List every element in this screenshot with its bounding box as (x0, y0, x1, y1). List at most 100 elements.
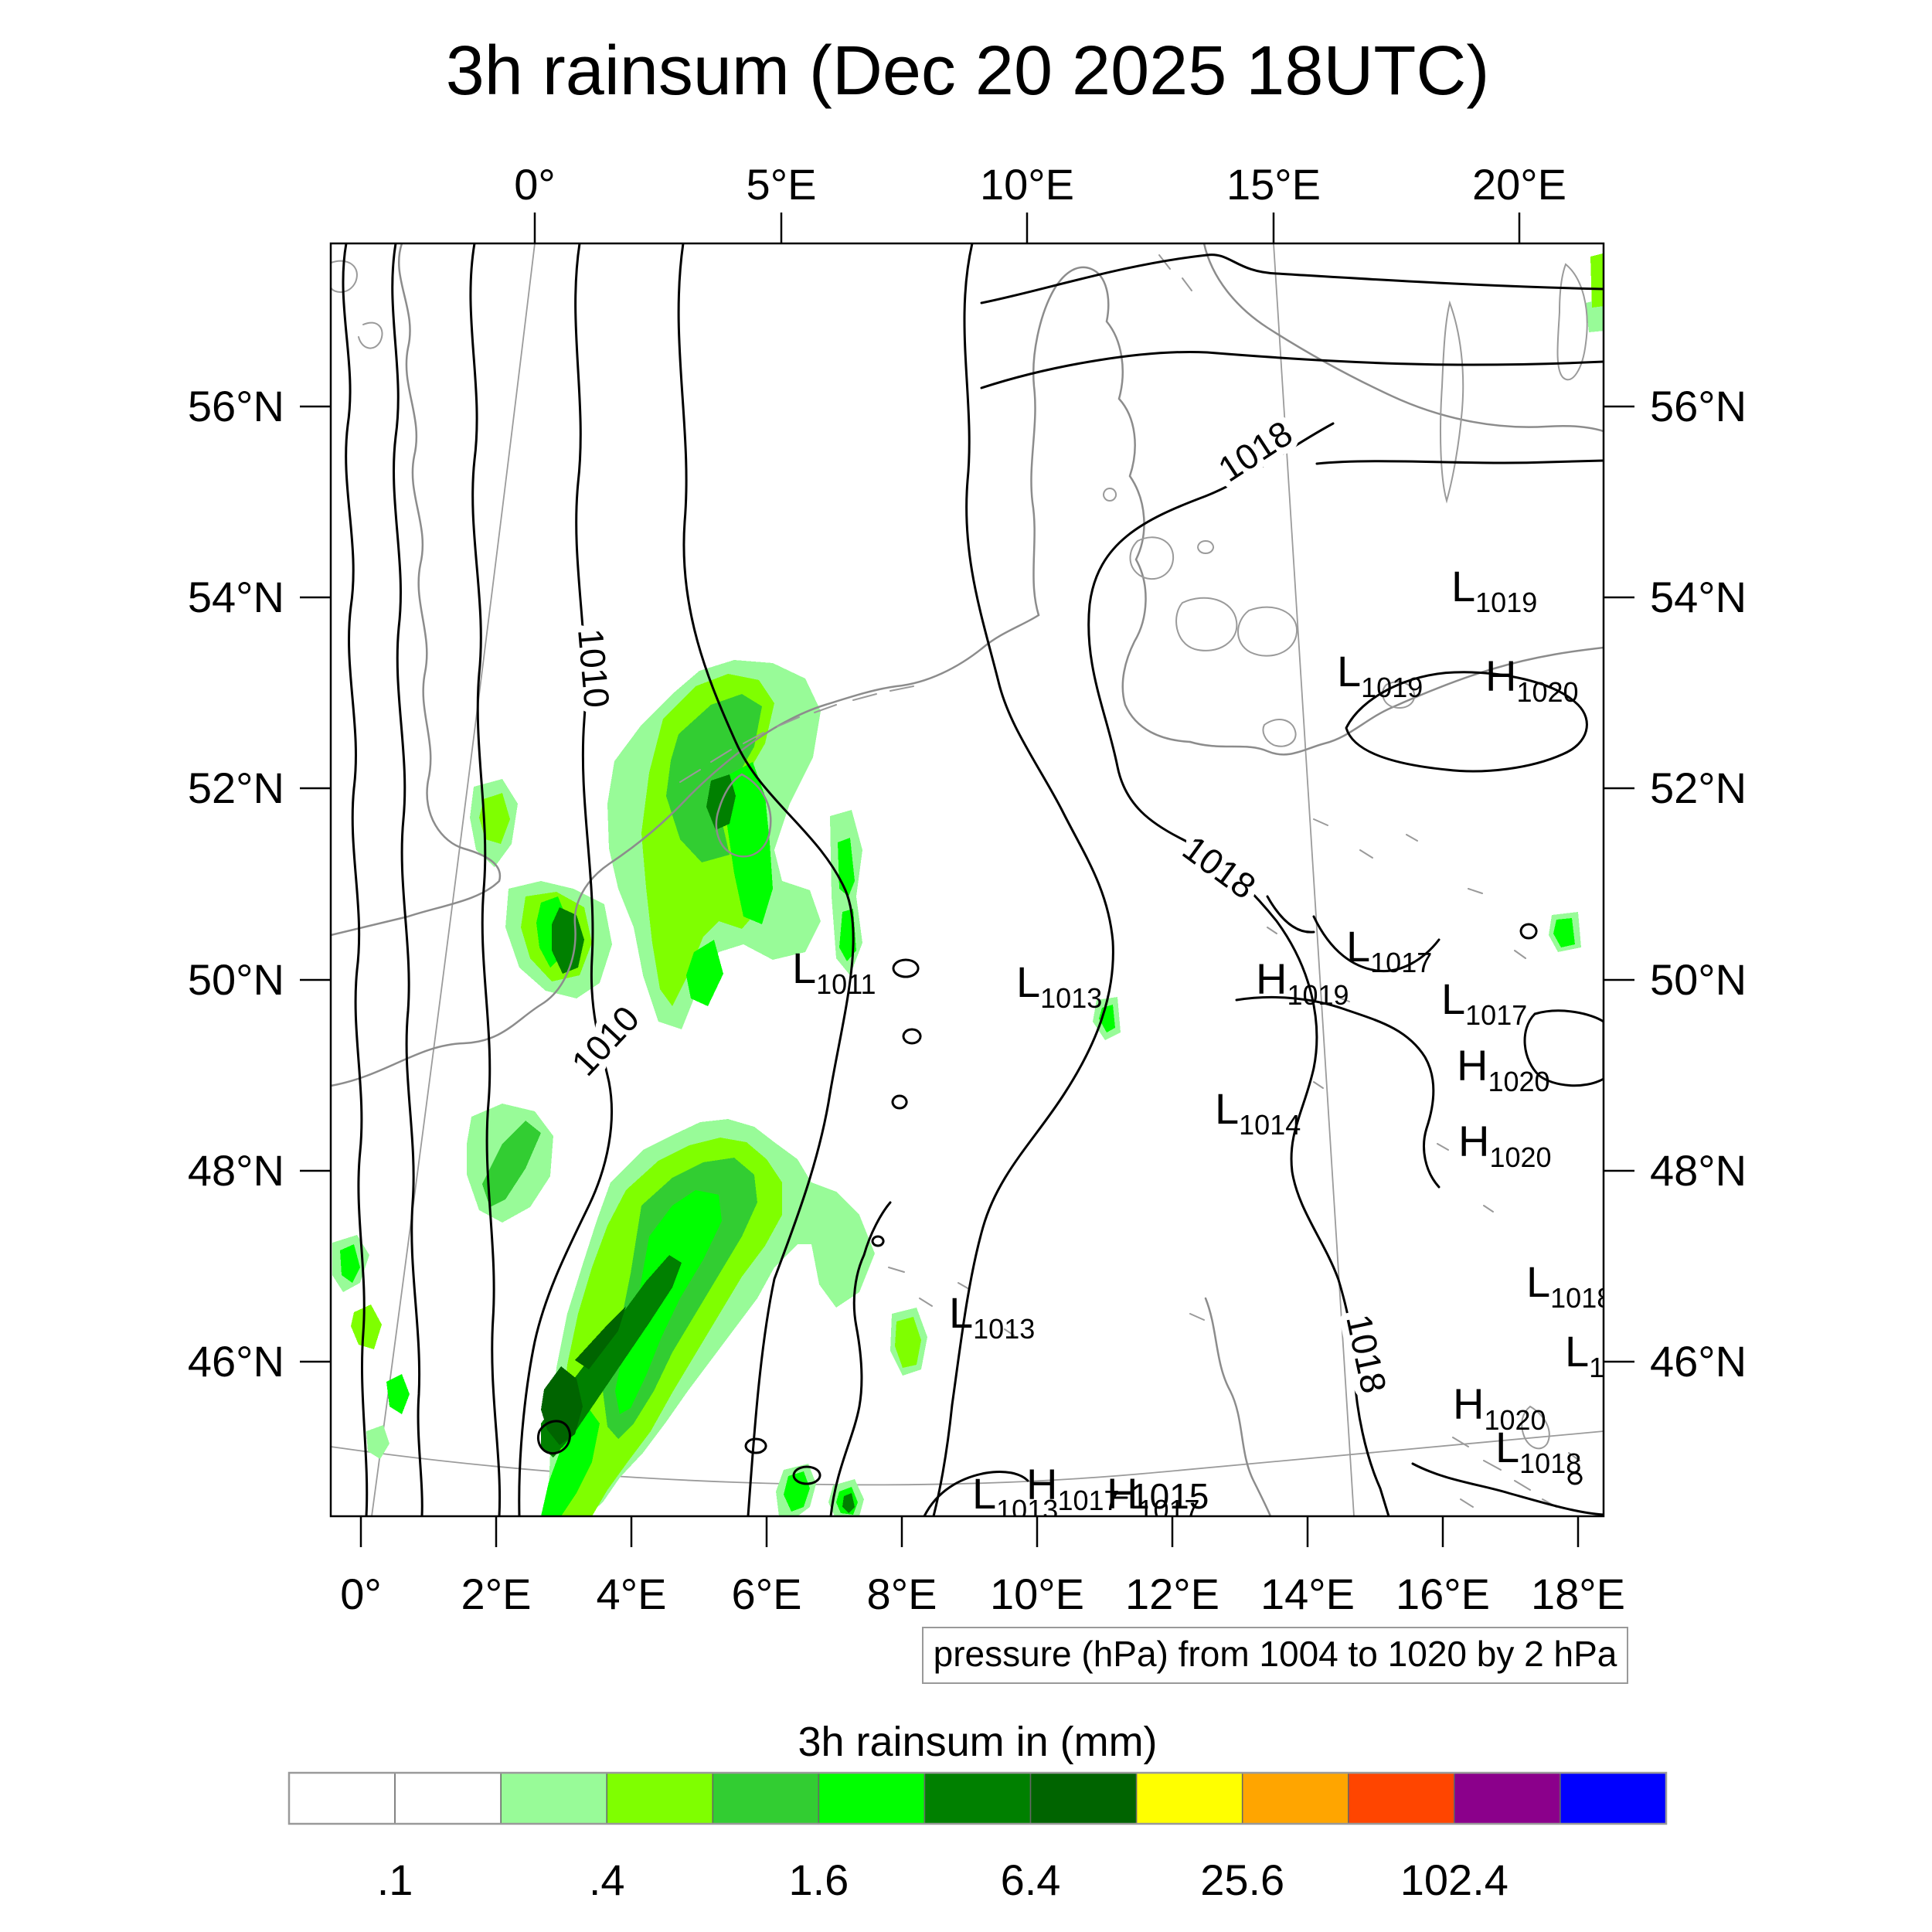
pressure-center-label: L1019 (1451, 562, 1537, 618)
top-axis-label: 0° (514, 160, 556, 209)
colorbar-cell (1135, 1772, 1243, 1825)
coast-lakes-speckles (888, 818, 1526, 1336)
left-axis-label: 46°N (188, 1337, 284, 1386)
left-axis-label: 56°N (188, 382, 284, 430)
pressure-center-label: H1020 (1457, 1041, 1550, 1097)
colorbar-cell (923, 1772, 1032, 1825)
pressure-center-label: L1019 (1337, 647, 1423, 703)
pressure-center-label: L1013 (972, 1469, 1058, 1526)
bottom-axis-label: 2°E (461, 1570, 532, 1618)
right-axis-label: 50°N (1650, 955, 1747, 1004)
right-axis-label: 48°N (1650, 1146, 1747, 1195)
colorbar-tick-label: 6.4 (1001, 1855, 1061, 1904)
axes-group: 0° 5°E 10°E 15°E 20°E 0° 2°E 4°E 6°E 8°E 10°E 12°E 1… (188, 160, 1747, 1618)
coast-italy (1204, 1297, 1272, 1516)
colorbar-cell (1029, 1772, 1138, 1825)
contour-inline-label: 1018 (1211, 413, 1299, 489)
bottom-axis-label: 0° (340, 1570, 382, 1618)
coast-sweden-south (1202, 243, 1604, 433)
pressure-center-label: L1013 (1016, 957, 1102, 1014)
right-axis-label: 56°N (1650, 382, 1747, 430)
left-axis-label: 50°N (188, 955, 284, 1004)
colorbar-cell (1560, 1772, 1667, 1825)
top-axis-label: 15°E (1226, 160, 1321, 209)
left-axis-label: 48°N (188, 1146, 284, 1195)
colorbar-tick-label: 102.4 (1400, 1855, 1509, 1904)
colorbar-cell (1241, 1772, 1349, 1825)
top-axis-label: 10°E (980, 160, 1074, 209)
page-title: 3h rainsum (Dec 20 2025 18UTC) (446, 32, 1490, 110)
contour-inline-label: 1018 (1338, 1311, 1394, 1396)
coast-ijsselmeer (715, 773, 772, 858)
colorbar-cell (818, 1772, 926, 1825)
top-axis-label: 20°E (1472, 160, 1566, 209)
colorbar-cell (500, 1772, 607, 1825)
bottom-axis-label: 10°E (990, 1570, 1084, 1618)
pressure-center-label: L101 (1565, 1327, 1635, 1383)
coast-wadden-islands (679, 685, 914, 783)
coast-danish-isles (1103, 488, 1298, 657)
bottom-axis-label: 18°E (1531, 1570, 1625, 1618)
coastlines (331, 243, 1604, 1516)
right-axis-label: 54°N (1650, 573, 1747, 621)
pressure-center-label: L1014 (1215, 1084, 1301, 1141)
colorbar-outline (287, 1771, 1668, 1825)
bottom-axis-label: 8°E (867, 1570, 937, 1618)
coast-continent-north-sea (331, 614, 1040, 1087)
rain-shading (332, 253, 1604, 1516)
rain-level-lime (340, 762, 1575, 1516)
colorbar-tick-label: 25.6 (1200, 1855, 1284, 1904)
pressure-center-label: H1020 (1458, 1117, 1552, 1173)
colorbar-cell (288, 1772, 396, 1825)
right-axis-label: 46°N (1650, 1337, 1747, 1386)
rain-level-darkgreen (541, 1306, 626, 1445)
bottom-axis-label: 6°E (732, 1570, 802, 1618)
pressure-center-label: H1017 (1026, 1460, 1120, 1516)
top-axis-label: 5°E (747, 160, 817, 209)
legend-title: 3h rainsum in (mm) (798, 1719, 1157, 1765)
pressure-center-label: L1013 (949, 1288, 1035, 1345)
contour-inline-label: 1010 (570, 627, 617, 709)
contour-inline-label: 1015 (1130, 1476, 1209, 1516)
colorbar-cell (712, 1772, 820, 1825)
left-axis-label: 54°N (188, 573, 284, 621)
caption-text: pressure (hPa) from 1004 to 1020 by 2 hP… (934, 1634, 1617, 1674)
pressure-center-label: H1017 (1107, 1469, 1200, 1526)
coast-britain (331, 243, 502, 937)
contour-inline-label: 1018 (1175, 828, 1263, 906)
caption-border (922, 1627, 1628, 1684)
colorbar-tick-label: .1 (377, 1855, 413, 1904)
pressure-center-label: L1011 (792, 944, 876, 1000)
bottom-axis-label: 14°E (1260, 1570, 1355, 1618)
bottom-axis-label: 4°E (597, 1570, 667, 1618)
pressure-center-label: L1018 (1495, 1423, 1581, 1479)
pressure-center-label: L1018 (1526, 1257, 1612, 1314)
right-axis-label: 52°N (1650, 764, 1747, 812)
colorbar-cell (1454, 1772, 1561, 1825)
colorbar-tick-label: .4 (589, 1855, 625, 1904)
pressure-center-label: H1020 (1453, 1379, 1546, 1436)
pressure-center-label: L1017 (1346, 922, 1432, 978)
colorbar-cell (1348, 1772, 1455, 1825)
left-axis-label: 52°N (188, 764, 284, 812)
pressure-contours (342, 243, 1604, 1516)
pressure-center-label: L1017 (1441, 975, 1527, 1031)
bottom-axis-label: 12°E (1125, 1570, 1219, 1618)
bottom-axis-label: 16°E (1396, 1570, 1490, 1618)
colorbar: .1 .4 1.6 6.4 25.6 102.4 (287, 1771, 1668, 1904)
map-frame-border (329, 242, 1605, 1518)
colorbar-cell (394, 1772, 502, 1825)
pressure-center-label: H1019 (1256, 954, 1349, 1011)
colorbar-cell (606, 1772, 714, 1825)
coast-adriatic-islands (1452, 1405, 1580, 1508)
coast-jutland (1030, 266, 1192, 743)
pressure-caption-box: pressure (hPa) from 1004 to 1020 by 2 hP… (922, 1627, 1628, 1684)
colorbar-tick-label: 1.6 (788, 1855, 849, 1904)
coast-oland-gotland (1158, 254, 1588, 504)
pressure-center-label: H1020 (1485, 651, 1579, 708)
coast-scotland-fragments (331, 260, 383, 349)
